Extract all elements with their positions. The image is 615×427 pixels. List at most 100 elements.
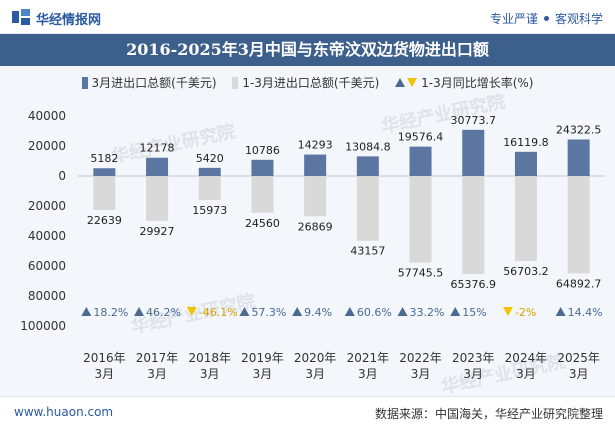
title-band: 2016-2025年3月中国与东帝汶双边货物进出口额	[0, 34, 615, 66]
rate-data-label: -46.1%	[199, 306, 238, 319]
y-tick-label: 60000	[28, 259, 66, 273]
x-tick-label-year: 2018年	[188, 351, 231, 365]
march-bar	[304, 154, 327, 176]
x-tick-label-year: 2025年	[557, 351, 600, 365]
rate-data-label: -2%	[515, 306, 536, 319]
march-bar	[409, 146, 432, 176]
ytd-bar	[462, 176, 485, 275]
x-tick-label-month: 3月	[463, 367, 483, 381]
march-data-label: 5182	[90, 152, 118, 165]
rate-data-label: 33.2%	[410, 306, 445, 319]
x-tick-label-year: 2019年	[241, 351, 284, 365]
data-source: 数据来源：中国海关，华经产业研究院整理	[374, 407, 603, 421]
top-tags: 专业严谨 客观科学	[490, 10, 603, 27]
x-tick-label-year: 2023年	[452, 351, 495, 365]
chart-title: 2016-2025年3月中国与东帝汶双边货物进出口额	[126, 40, 489, 59]
bar-chart: 40000 20000 0 20000 40000 60000 80000 100000 518…	[20, 109, 605, 381]
x-tick-label-month: 3月	[305, 367, 325, 381]
rate-up-marker	[555, 307, 566, 316]
ytd-data-label: 24560	[245, 217, 280, 230]
rate-up-marker	[239, 307, 250, 316]
x-tick-label-month: 3月	[200, 367, 220, 381]
march-data-label: 13084.8	[345, 140, 391, 153]
rate-up-marker	[344, 307, 355, 316]
y-tick-label: 0	[58, 169, 66, 183]
legend-label-ytd: 1-3月进出口总额(千美元)	[242, 76, 380, 90]
ytd-data-label: 22639	[87, 214, 122, 227]
march-data-label: 30773.7	[451, 114, 497, 127]
x-tick-label-year: 2021年	[347, 351, 390, 365]
march-bar	[356, 156, 379, 176]
march-bar	[251, 159, 274, 176]
tag-objective: 客观科学	[554, 12, 603, 26]
rate-down-marker	[502, 307, 513, 316]
y-tick-label: 40000	[28, 229, 66, 243]
ytd-data-label: 57745.5	[398, 267, 444, 280]
rate-down-marker	[186, 307, 197, 316]
ytd-bar	[514, 176, 537, 262]
x-tick-label-year: 2024年	[505, 351, 548, 365]
ytd-data-label: 15973	[192, 204, 227, 217]
rate-up-marker	[397, 307, 408, 316]
footer: www.huaon.com 数据来源：中国海关，华经产业研究院整理	[0, 396, 615, 427]
x-tick-label-month: 3月	[253, 367, 273, 381]
ytd-bar	[304, 176, 327, 217]
legend-item-rate: 1-3月同比增长率(%)	[395, 74, 534, 91]
rate-data-label: 14.4%	[568, 306, 603, 319]
march-bar	[462, 129, 485, 176]
ytd-bar	[93, 176, 116, 210]
march-data-label: 12178	[140, 142, 175, 155]
march-bar	[146, 157, 169, 176]
x-tick-label-year: 2017年	[136, 351, 179, 365]
legend-swatch-march	[81, 77, 88, 89]
chart-legend: 3月进出口总额(千美元) 1-3月进出口总额(千美元) 1-3月同比增长率(%)	[0, 74, 615, 94]
rate-data-label: 9.4%	[304, 306, 332, 319]
rate-data-label: 18.2%	[93, 306, 128, 319]
legend-swatch-ytd	[232, 77, 239, 89]
site-name: 华经情报网	[36, 13, 102, 28]
x-tick-label-month: 3月	[358, 367, 378, 381]
march-data-label: 14293	[298, 139, 333, 152]
y-tick-label: 20000	[28, 139, 66, 153]
x-tick-label-year: 2016年	[83, 351, 126, 365]
tag-professional: 专业严谨	[489, 12, 538, 26]
x-tick-label-month: 3月	[95, 367, 115, 381]
rate-data-label: 15%	[462, 306, 486, 319]
huajing-logo-icon	[12, 9, 30, 25]
march-data-label: 16119.8	[503, 136, 549, 149]
y-tick-label: 20000	[28, 199, 66, 213]
rate-data-label: 60.6%	[357, 306, 392, 319]
dot-separator-icon	[543, 16, 549, 21]
rate-data-label: 57.3%	[251, 306, 286, 319]
y-tick-label: 100000	[20, 319, 66, 333]
rate-up-marker	[81, 307, 92, 316]
ytd-bar	[356, 176, 379, 241]
footer-url: www.huaon.com	[14, 405, 114, 419]
x-tick-label-month: 3月	[516, 367, 536, 381]
march-bar	[514, 151, 537, 176]
march-data-label: 10786	[245, 144, 280, 157]
x-tick-label-year: 2020年	[294, 351, 337, 365]
ytd-data-label: 65376.9	[451, 278, 497, 291]
ytd-bar	[251, 176, 274, 213]
march-data-label: 19576.4	[398, 131, 444, 144]
rate-up-marker	[292, 307, 303, 316]
triangle-down-icon	[407, 78, 418, 87]
x-tick-label-month: 3月	[411, 367, 431, 381]
march-bar	[93, 168, 116, 176]
top-bar: 华经情报网 专业严谨 客观科学	[0, 0, 615, 34]
ytd-bar	[567, 176, 590, 274]
triangle-up-icon	[395, 78, 406, 87]
legend-item-ytd: 1-3月进出口总额(千美元)	[232, 74, 379, 91]
ytd-data-label: 64892.7	[556, 277, 602, 290]
legend-label-march: 3月进出口总额(千美元)	[91, 76, 217, 90]
march-bar	[567, 139, 590, 176]
march-data-label: 5420	[196, 152, 224, 165]
ytd-data-label: 29927	[140, 225, 175, 238]
x-tick-label-month: 3月	[147, 367, 167, 381]
ytd-bar	[146, 176, 169, 221]
rate-data-label: 46.2%	[146, 306, 181, 319]
legend-label-rate: 1-3月同比增长率(%)	[421, 76, 534, 90]
x-tick-label-month: 3月	[569, 367, 589, 381]
